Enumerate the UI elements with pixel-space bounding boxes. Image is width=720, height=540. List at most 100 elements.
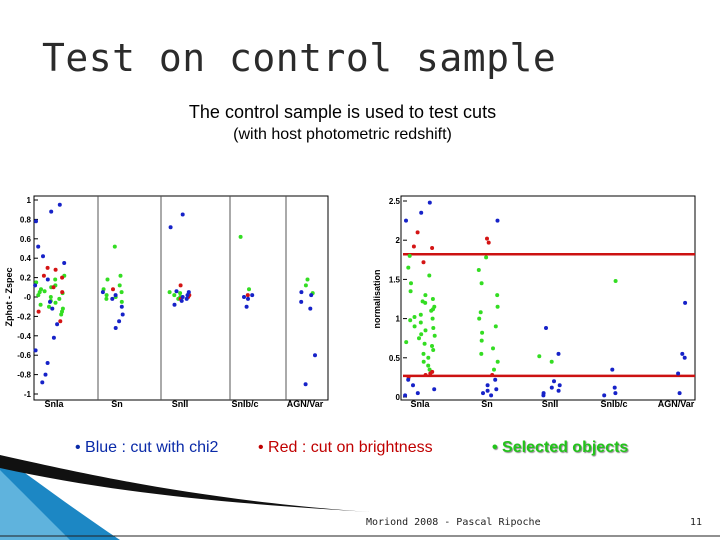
data-point-green — [48, 295, 53, 299]
data-point-green — [493, 324, 498, 329]
data-point-green — [112, 244, 117, 249]
data-point-blue — [427, 200, 432, 205]
data-point-blue — [556, 388, 561, 393]
data-point-red — [415, 230, 420, 235]
data-point-blue — [299, 299, 304, 304]
data-point-blue — [40, 380, 45, 385]
data-point-blue — [174, 289, 179, 294]
data-point-green — [60, 306, 65, 311]
data-point-blue — [309, 293, 314, 298]
data-point-blue — [33, 283, 38, 288]
data-point-blue — [404, 218, 408, 223]
data-point-green — [104, 293, 109, 298]
data-point-blue — [48, 299, 52, 304]
chart-1: 1 0.8 0.6 0.4 0.2 -0 -0.2 -0.4 -0.6 -0.8 -1 Zphot -… — [4, 195, 329, 409]
data-point-blue — [62, 261, 67, 265]
data-point-green — [117, 283, 122, 288]
y-tick-label: 0.2 — [20, 274, 32, 283]
x-category-label: Sn — [481, 399, 493, 409]
data-point-green — [418, 320, 423, 325]
data-point-blue — [403, 393, 408, 398]
data-point-blue — [612, 385, 617, 390]
slide-title: Test on control sample — [42, 36, 557, 80]
data-point-green — [431, 326, 436, 330]
data-point-blue — [110, 296, 115, 301]
data-point-blue — [49, 209, 54, 214]
data-point-green — [421, 351, 426, 356]
data-point-green — [426, 363, 431, 368]
y-tick-label: 1 — [27, 196, 32, 205]
data-point-blue — [113, 293, 118, 298]
data-point-blue — [45, 361, 50, 365]
data-point-green — [119, 299, 124, 304]
data-point-green — [431, 348, 436, 352]
data-point-red — [53, 267, 58, 272]
data-point-red — [60, 290, 65, 295]
data-point-red — [178, 283, 183, 288]
y-tick-label: 0.5 — [389, 354, 401, 363]
data-point-green — [172, 293, 177, 298]
data-point-red — [485, 236, 489, 241]
data-point-green — [613, 279, 618, 283]
data-point-green — [57, 296, 62, 301]
data-point-red — [245, 293, 250, 298]
data-point-red — [111, 287, 115, 292]
swoosh-light — [0, 470, 70, 540]
data-point-green — [418, 312, 423, 317]
data-point-green — [408, 289, 413, 294]
data-point-green — [484, 255, 489, 260]
data-point-green — [47, 304, 51, 309]
data-point-red — [411, 244, 416, 249]
page-number: 11 — [690, 517, 703, 528]
data-point-green — [38, 302, 43, 307]
y-tick-label: 1.5 — [389, 275, 401, 284]
data-point-red — [486, 240, 491, 245]
data-point-green — [34, 280, 39, 285]
y-tick-label: 0.4 — [20, 254, 32, 263]
data-point-green — [491, 346, 495, 351]
data-point-green — [178, 291, 183, 296]
data-point-blue — [246, 296, 250, 301]
data-point-green — [430, 344, 434, 348]
data-point-blue — [119, 304, 124, 309]
data-point-blue — [308, 306, 313, 311]
data-point-green — [478, 310, 483, 315]
data-point-green — [42, 289, 47, 294]
data-point-blue — [36, 244, 41, 249]
data-point-blue — [33, 348, 38, 353]
data-point-red — [58, 319, 63, 324]
data-point-blue — [113, 326, 118, 330]
data-point-red — [51, 285, 56, 290]
y-tick-label: 0.6 — [20, 235, 32, 244]
data-point-blue — [680, 351, 685, 356]
x-category-label: SnII — [542, 399, 559, 409]
y-tick-label: -0.8 — [17, 371, 31, 380]
data-point-green — [549, 359, 554, 364]
data-point-blue — [51, 335, 56, 340]
data-point-green — [495, 304, 500, 309]
data-point-green — [476, 268, 481, 272]
y-tick-label: 1 — [396, 315, 401, 324]
x-category-label: Sn — [111, 399, 123, 409]
data-point-green — [412, 315, 417, 319]
data-point-blue — [419, 210, 424, 215]
data-point-red — [430, 246, 435, 250]
data-point-green — [479, 338, 484, 343]
data-point-blue — [610, 367, 615, 372]
plot-frame — [400, 195, 696, 401]
data-point-red — [41, 273, 46, 278]
data-point-blue — [602, 393, 607, 398]
data-point-green — [104, 296, 109, 301]
data-point-blue — [494, 387, 499, 392]
data-point-green — [432, 333, 437, 338]
data-point-blue — [57, 202, 62, 207]
data-point-blue — [303, 382, 308, 387]
data-point-blue — [100, 290, 105, 295]
y-axis-label: normalisation — [372, 269, 382, 328]
data-point-green — [417, 336, 421, 341]
data-point-green — [427, 273, 432, 278]
data-point-green — [427, 367, 432, 372]
data-point-green — [167, 290, 172, 295]
data-point-blue — [55, 322, 60, 327]
y-tick-label: 2.5 — [389, 197, 401, 206]
